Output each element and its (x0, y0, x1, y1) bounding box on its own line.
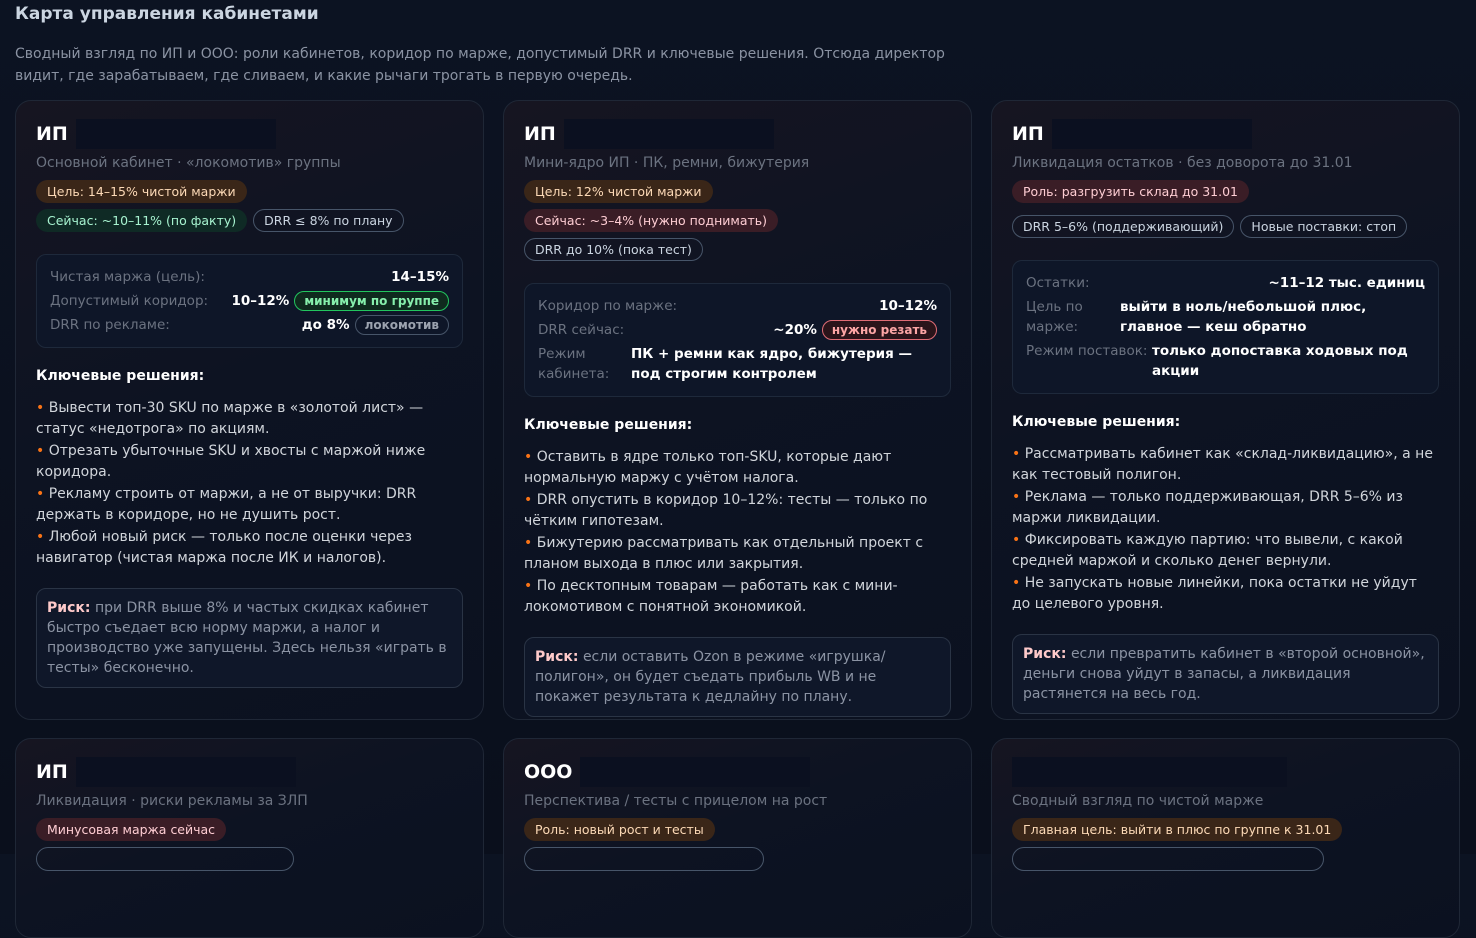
pill-outline (1012, 847, 1324, 871)
goal-pill: Главная цель: выйти в плюс по группе к 3… (1012, 818, 1343, 841)
cabinet-card: ООО Перспектива / тесты с прицелом на ро… (503, 738, 972, 938)
metric-label: DRR сейчас: (538, 322, 625, 338)
decisions-heading: Ключевые решения: (1012, 414, 1181, 430)
cabinet-card: ИП Мини-ядро ИП · ПК, ремни, бижутерия Ц… (503, 100, 972, 720)
list-item: Рекламу строить от маржи, а не от выручк… (36, 484, 463, 526)
risk-label: Риск: (47, 599, 91, 616)
list-item: Не запускать новые линейки, пока остатки… (1012, 573, 1439, 615)
decisions-list: Вывести топ-30 SKU по марже в «золотой л… (36, 398, 463, 569)
metric-value: выйти в ноль/небольшой плюс, главное — к… (1120, 299, 1367, 335)
card-title: ИП (524, 123, 556, 145)
list-item: Любой новый риск — только после оценки ч… (36, 527, 463, 569)
card-subtitle: Сводный взгляд по чистой марже (1012, 793, 1264, 809)
card-title: ИП (36, 123, 68, 145)
risk-text: если оставить Ozon в режиме «игрушка/пол… (535, 648, 886, 705)
card-title: ИП (1012, 123, 1044, 145)
pill-outline (524, 847, 764, 871)
supply-pill: Новые поставки: стоп (1240, 215, 1408, 238)
redacted-name (1051, 119, 1252, 149)
cabinet-card: ИП Ликвидация · риски рекламы за ЗЛП Мин… (15, 738, 484, 938)
risk-label: Риск: (1023, 645, 1067, 662)
list-item: Отрезать убыточные SKU и хвосты с маржой… (36, 441, 463, 483)
card-subtitle: Мини-ядро ИП · ПК, ремни, бижутерия (524, 155, 810, 171)
drr-pill: DRR ≤ 8% по плану (253, 209, 404, 232)
metric-label: Коридор по марже: (538, 298, 678, 314)
goal-pill: Цель: 14–15% чистой маржи (36, 180, 247, 203)
drr-pill: DRR до 10% (пока тест) (524, 238, 703, 261)
cabinet-card: ИП Основной кабинет · «локомотив» группы… (15, 100, 484, 720)
redacted-name (75, 757, 296, 787)
drr-pill: DRR 5–6% (поддерживающий) (1012, 215, 1235, 238)
page-subtitle: Сводный взгляд по ИП и ООО: роли кабинет… (15, 46, 945, 84)
card-title: ИП (36, 761, 68, 783)
metric-label: Цель по марже: (1026, 299, 1083, 335)
risk-label: Риск: (535, 648, 579, 665)
metric-value: ~11–12 тыс. единиц (1268, 275, 1425, 291)
current-pill: Сейчас: ~10–11% (по факту) (36, 209, 248, 232)
metric-value: 10–12% (231, 293, 290, 309)
risk-box: Риск: при DRR выше 8% и частых скидках к… (36, 587, 463, 688)
metrics-box: Чистая маржа (цель): 14–15% Допустимый ко… (36, 254, 463, 348)
status-badge: нужно резать (821, 320, 937, 340)
metric-label: Допустимый коридор: (50, 293, 209, 309)
list-item: По десктопным товарам — работать как с м… (524, 576, 951, 618)
metric-label: Чистая маржа (цель): (50, 269, 205, 285)
card-subtitle: Перспектива / тесты с прицелом на рост (524, 793, 828, 809)
card-subtitle: Ликвидация · риски рекламы за ЗЛП (36, 793, 308, 809)
cabinet-grid: ИП Основной кабинет · «локомотив» группы… (15, 100, 1460, 938)
redacted-name (1012, 757, 1287, 787)
goal-pill: Цель: 12% чистой маржи (524, 180, 713, 203)
risk-text: если превратить кабинет в «второй основн… (1023, 645, 1425, 702)
risk-text: при DRR выше 8% и частых скидках кабинет… (47, 599, 447, 676)
metrics-box: Остатки: ~11–12 тыс. единиц Цель по марже… (1012, 260, 1439, 394)
pill-outline (36, 847, 294, 871)
page-title: Карта управления кабинетами (15, 4, 319, 24)
status-badge: локомотив (354, 315, 449, 335)
current-pill: Сейчас: ~3–4% (нужно поднимать) (524, 209, 779, 232)
status-badge: минимум по группе (294, 291, 449, 311)
list-item: Вывести топ-30 SKU по марже в «золотой л… (36, 398, 463, 440)
redacted-name (563, 119, 774, 149)
list-item: Фиксировать каждую партию: что вывели, с… (1012, 530, 1439, 572)
cabinet-card: ИП Ликвидация остатков · без доворота до… (991, 100, 1460, 720)
metric-value: ПК + ремни как ядро, бижутерия — под стр… (631, 346, 912, 382)
list-item: Бижутерию рассматривать как отдельный пр… (524, 533, 951, 575)
metric-label: Остатки: (1026, 275, 1090, 291)
card-subtitle: Основной кабинет · «локомотив» группы (36, 155, 341, 171)
decisions-heading: Ключевые решения: (36, 368, 205, 384)
metric-value: только допоставка ходовых под акции (1152, 343, 1408, 379)
metric-value: ~20% (773, 322, 817, 338)
list-item: DRR опустить в коридор 10–12%: тесты — т… (524, 490, 951, 532)
risk-box: Риск: если оставить Ozon в режиме «игруш… (524, 636, 951, 717)
decisions-heading: Ключевые решения: (524, 417, 693, 433)
card-title: ООО (524, 761, 573, 783)
decisions-list: Рассматривать кабинет как «склад-ликвида… (1012, 444, 1439, 615)
metrics-box: Коридор по марже: 10–12% DRR сейчас: ~20% н… (524, 283, 951, 397)
metric-label: Режим кабинета: (538, 346, 610, 382)
redacted-name (580, 757, 811, 787)
list-item: Рассматривать кабинет как «склад-ликвида… (1012, 444, 1439, 486)
cabinet-card: Сводный взгляд по чистой марже Главная ц… (991, 738, 1460, 938)
decisions-list: Оставить в ядре только топ-SKU, которые … (524, 447, 951, 618)
metric-value: 10–12% (879, 298, 937, 314)
role-pill: Роль: новый рост и тесты (524, 818, 715, 841)
metric-label: DRR по рекламе: (50, 317, 170, 333)
metric-value: до 8% (301, 317, 350, 333)
metric-value: 14–15% (391, 269, 449, 285)
list-item: Оставить в ядре только топ-SKU, которые … (524, 447, 951, 489)
margin-pill: Минусовая маржа сейчас (36, 818, 227, 841)
risk-box: Риск: если превратить кабинет в «второй … (1012, 633, 1439, 714)
card-subtitle: Ликвидация остатков · без доворота до 31… (1012, 155, 1353, 171)
redacted-name (75, 119, 276, 149)
metric-label: Режим поставок: (1026, 343, 1148, 359)
list-item: Реклама — только поддерживающая, DRR 5–6… (1012, 487, 1439, 529)
role-pill: Роль: разгрузить склад до 31.01 (1012, 180, 1249, 203)
